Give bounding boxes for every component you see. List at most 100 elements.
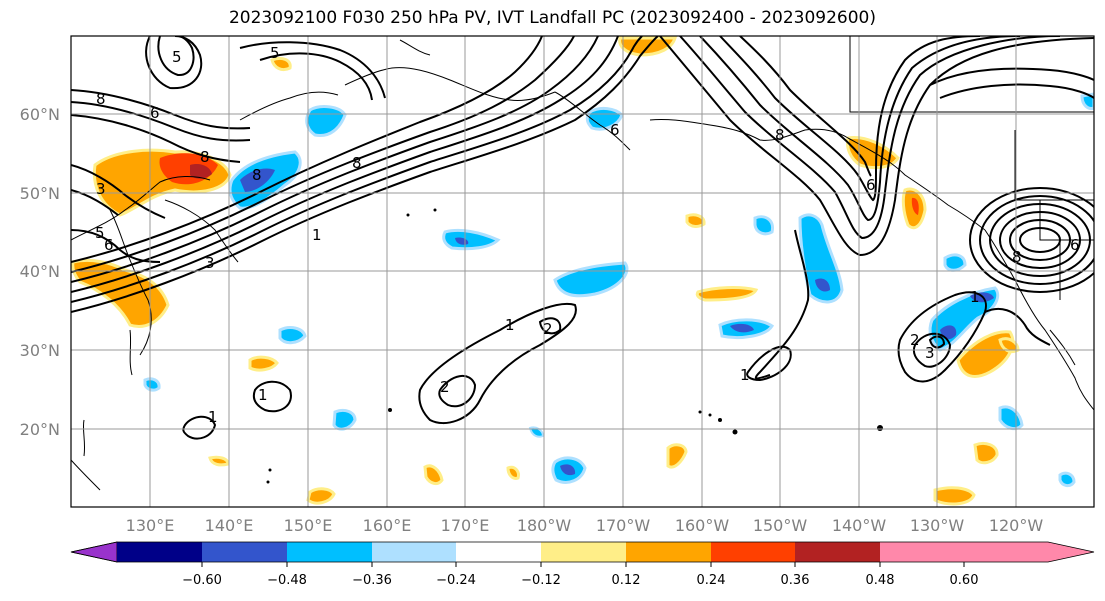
ivt-strong-negative-area bbox=[560, 464, 576, 476]
pv-contours bbox=[71, 36, 1094, 440]
contour-label: 6 bbox=[610, 121, 620, 139]
lat-label: 60°N bbox=[20, 105, 60, 124]
ivt-negative-area bbox=[332, 408, 357, 431]
contour-label: 8 bbox=[96, 90, 106, 108]
lon-label: 170°E bbox=[441, 516, 490, 535]
contour-label: 1 bbox=[505, 316, 515, 334]
contour-label: 5 bbox=[95, 224, 105, 242]
colorbar-outline bbox=[70, 541, 1095, 563]
ivt-positive-area bbox=[956, 330, 1015, 378]
colorbar-bin bbox=[880, 542, 964, 562]
lon-label: 180°W bbox=[517, 516, 572, 535]
contour-label: 1 bbox=[740, 366, 750, 384]
ivt-positive-area bbox=[685, 213, 706, 228]
colorbar-tick-label: 0.48 bbox=[866, 573, 895, 588]
lat-label: 20°N bbox=[20, 420, 60, 439]
contour-label: 3 bbox=[96, 180, 106, 198]
ivt-positive-area bbox=[666, 443, 688, 469]
contour-label: 6 bbox=[150, 104, 160, 122]
lon-label: 130°W bbox=[910, 516, 965, 535]
colorbar-tick-label: −0.60 bbox=[182, 573, 222, 588]
contour-label: 3 bbox=[205, 254, 215, 272]
colorbar-tick-label: 0.36 bbox=[781, 573, 810, 588]
contour-label: 2 bbox=[543, 320, 553, 338]
contour-label: 1 bbox=[312, 226, 322, 244]
contour-label: 1 bbox=[970, 288, 980, 306]
lon-label: 130°E bbox=[126, 516, 175, 535]
ivt-strongest-positive-area bbox=[190, 164, 212, 179]
colorbar-extend-min bbox=[70, 541, 118, 563]
ivt-negative-area bbox=[442, 228, 501, 251]
contour-label: 1 bbox=[208, 408, 218, 426]
colorbar-bin bbox=[711, 542, 795, 562]
ivt-negative-area bbox=[1080, 92, 1094, 110]
ivt-positive-area bbox=[506, 465, 520, 480]
ivt-positive-area bbox=[695, 286, 759, 302]
colorbar-bin bbox=[202, 542, 287, 562]
contour-label: 2 bbox=[440, 378, 450, 396]
lon-label: 160°E bbox=[363, 516, 412, 535]
contour-label: 8 bbox=[775, 126, 785, 144]
ivt-negative-area bbox=[1058, 471, 1076, 488]
ivt-strong-positive-area bbox=[911, 197, 919, 215]
colorbar-tick-label: −0.12 bbox=[521, 573, 561, 588]
colorbar-bin bbox=[117, 542, 202, 562]
contour-label: 2 bbox=[910, 331, 920, 349]
contour-label: 8 bbox=[352, 154, 362, 172]
colorbar-tick-label: −0.36 bbox=[352, 573, 392, 588]
colorbar-bin bbox=[287, 542, 372, 562]
ivt-strong-negative-area bbox=[240, 168, 275, 192]
contour-label: 8 bbox=[200, 148, 210, 166]
ivt-positive-area bbox=[933, 486, 976, 506]
ivt-positive-area bbox=[248, 355, 279, 372]
colorbar: −0.60 −0.48 −0.36 −0.24 −0.12 0.12 0.24 … bbox=[70, 541, 1095, 588]
ivt-positive-area bbox=[306, 487, 336, 505]
contour-label: 6 bbox=[1070, 236, 1080, 254]
contour-labels: 8 6 5 3 5 6 8 8 5 3 1 1 2 2 1 1 2 3 1 6 … bbox=[95, 44, 1080, 426]
colorbar-tick-label: −0.24 bbox=[436, 573, 476, 588]
contour-label: 1 bbox=[258, 386, 268, 404]
lon-label: 160°W bbox=[675, 516, 730, 535]
ivt-strong-negative-area bbox=[730, 323, 754, 333]
lon-label: 150°E bbox=[284, 516, 333, 535]
lat-label: 50°N bbox=[20, 184, 60, 203]
ivt-negative-area bbox=[528, 426, 545, 438]
lon-label: 140°W bbox=[832, 516, 887, 535]
lon-label: 170°W bbox=[596, 516, 651, 535]
contour-label: 8 bbox=[252, 166, 262, 184]
colorbar-bin bbox=[541, 542, 626, 562]
colorbar-tick-label: −0.48 bbox=[267, 573, 307, 588]
coastlines bbox=[71, 36, 1094, 491]
ivt-positive-area bbox=[270, 56, 292, 72]
colorbar-tick-label: 0.60 bbox=[950, 573, 979, 588]
colorbar-tick-label: 0.12 bbox=[612, 573, 641, 588]
colorbar-bin bbox=[372, 542, 456, 562]
lon-label: 120°W bbox=[989, 516, 1044, 535]
colorbar-ticks bbox=[201, 562, 965, 567]
longitude-labels: 130°E 140°E 150°E 160°E 170°E 180°W 170°… bbox=[126, 516, 1044, 535]
contour-label: 5 bbox=[172, 48, 182, 66]
map-frame bbox=[70, 35, 1095, 508]
contour-label: 6 bbox=[104, 236, 114, 254]
colorbar-bin bbox=[456, 542, 541, 562]
ivt-negative-area bbox=[278, 326, 307, 345]
contour-label: 6 bbox=[866, 176, 876, 194]
ivt-negative-area bbox=[943, 253, 967, 272]
ivt-positive-area bbox=[208, 455, 230, 467]
lat-label: 30°N bbox=[20, 341, 60, 360]
ivt-positive-area bbox=[973, 441, 999, 465]
contour-label: 8 bbox=[1012, 248, 1022, 266]
colorbar-bin bbox=[795, 542, 880, 562]
latitude-labels: 60°N 50°N 40°N 30°N 20°N bbox=[20, 105, 60, 439]
ivt-positive-area bbox=[423, 464, 444, 486]
colorbar-bin bbox=[626, 542, 711, 562]
lon-label: 150°W bbox=[753, 516, 808, 535]
ivt-strong-negative-area bbox=[815, 278, 830, 292]
graticule bbox=[71, 36, 1094, 507]
ivt-negative-area bbox=[753, 215, 775, 236]
map-title: 2023092100 F030 250 hPa PV, IVT Landfall… bbox=[228, 8, 876, 28]
contour-label: 5 bbox=[270, 44, 280, 62]
lon-label: 140°E bbox=[205, 516, 254, 535]
lat-label: 40°N bbox=[20, 262, 60, 281]
